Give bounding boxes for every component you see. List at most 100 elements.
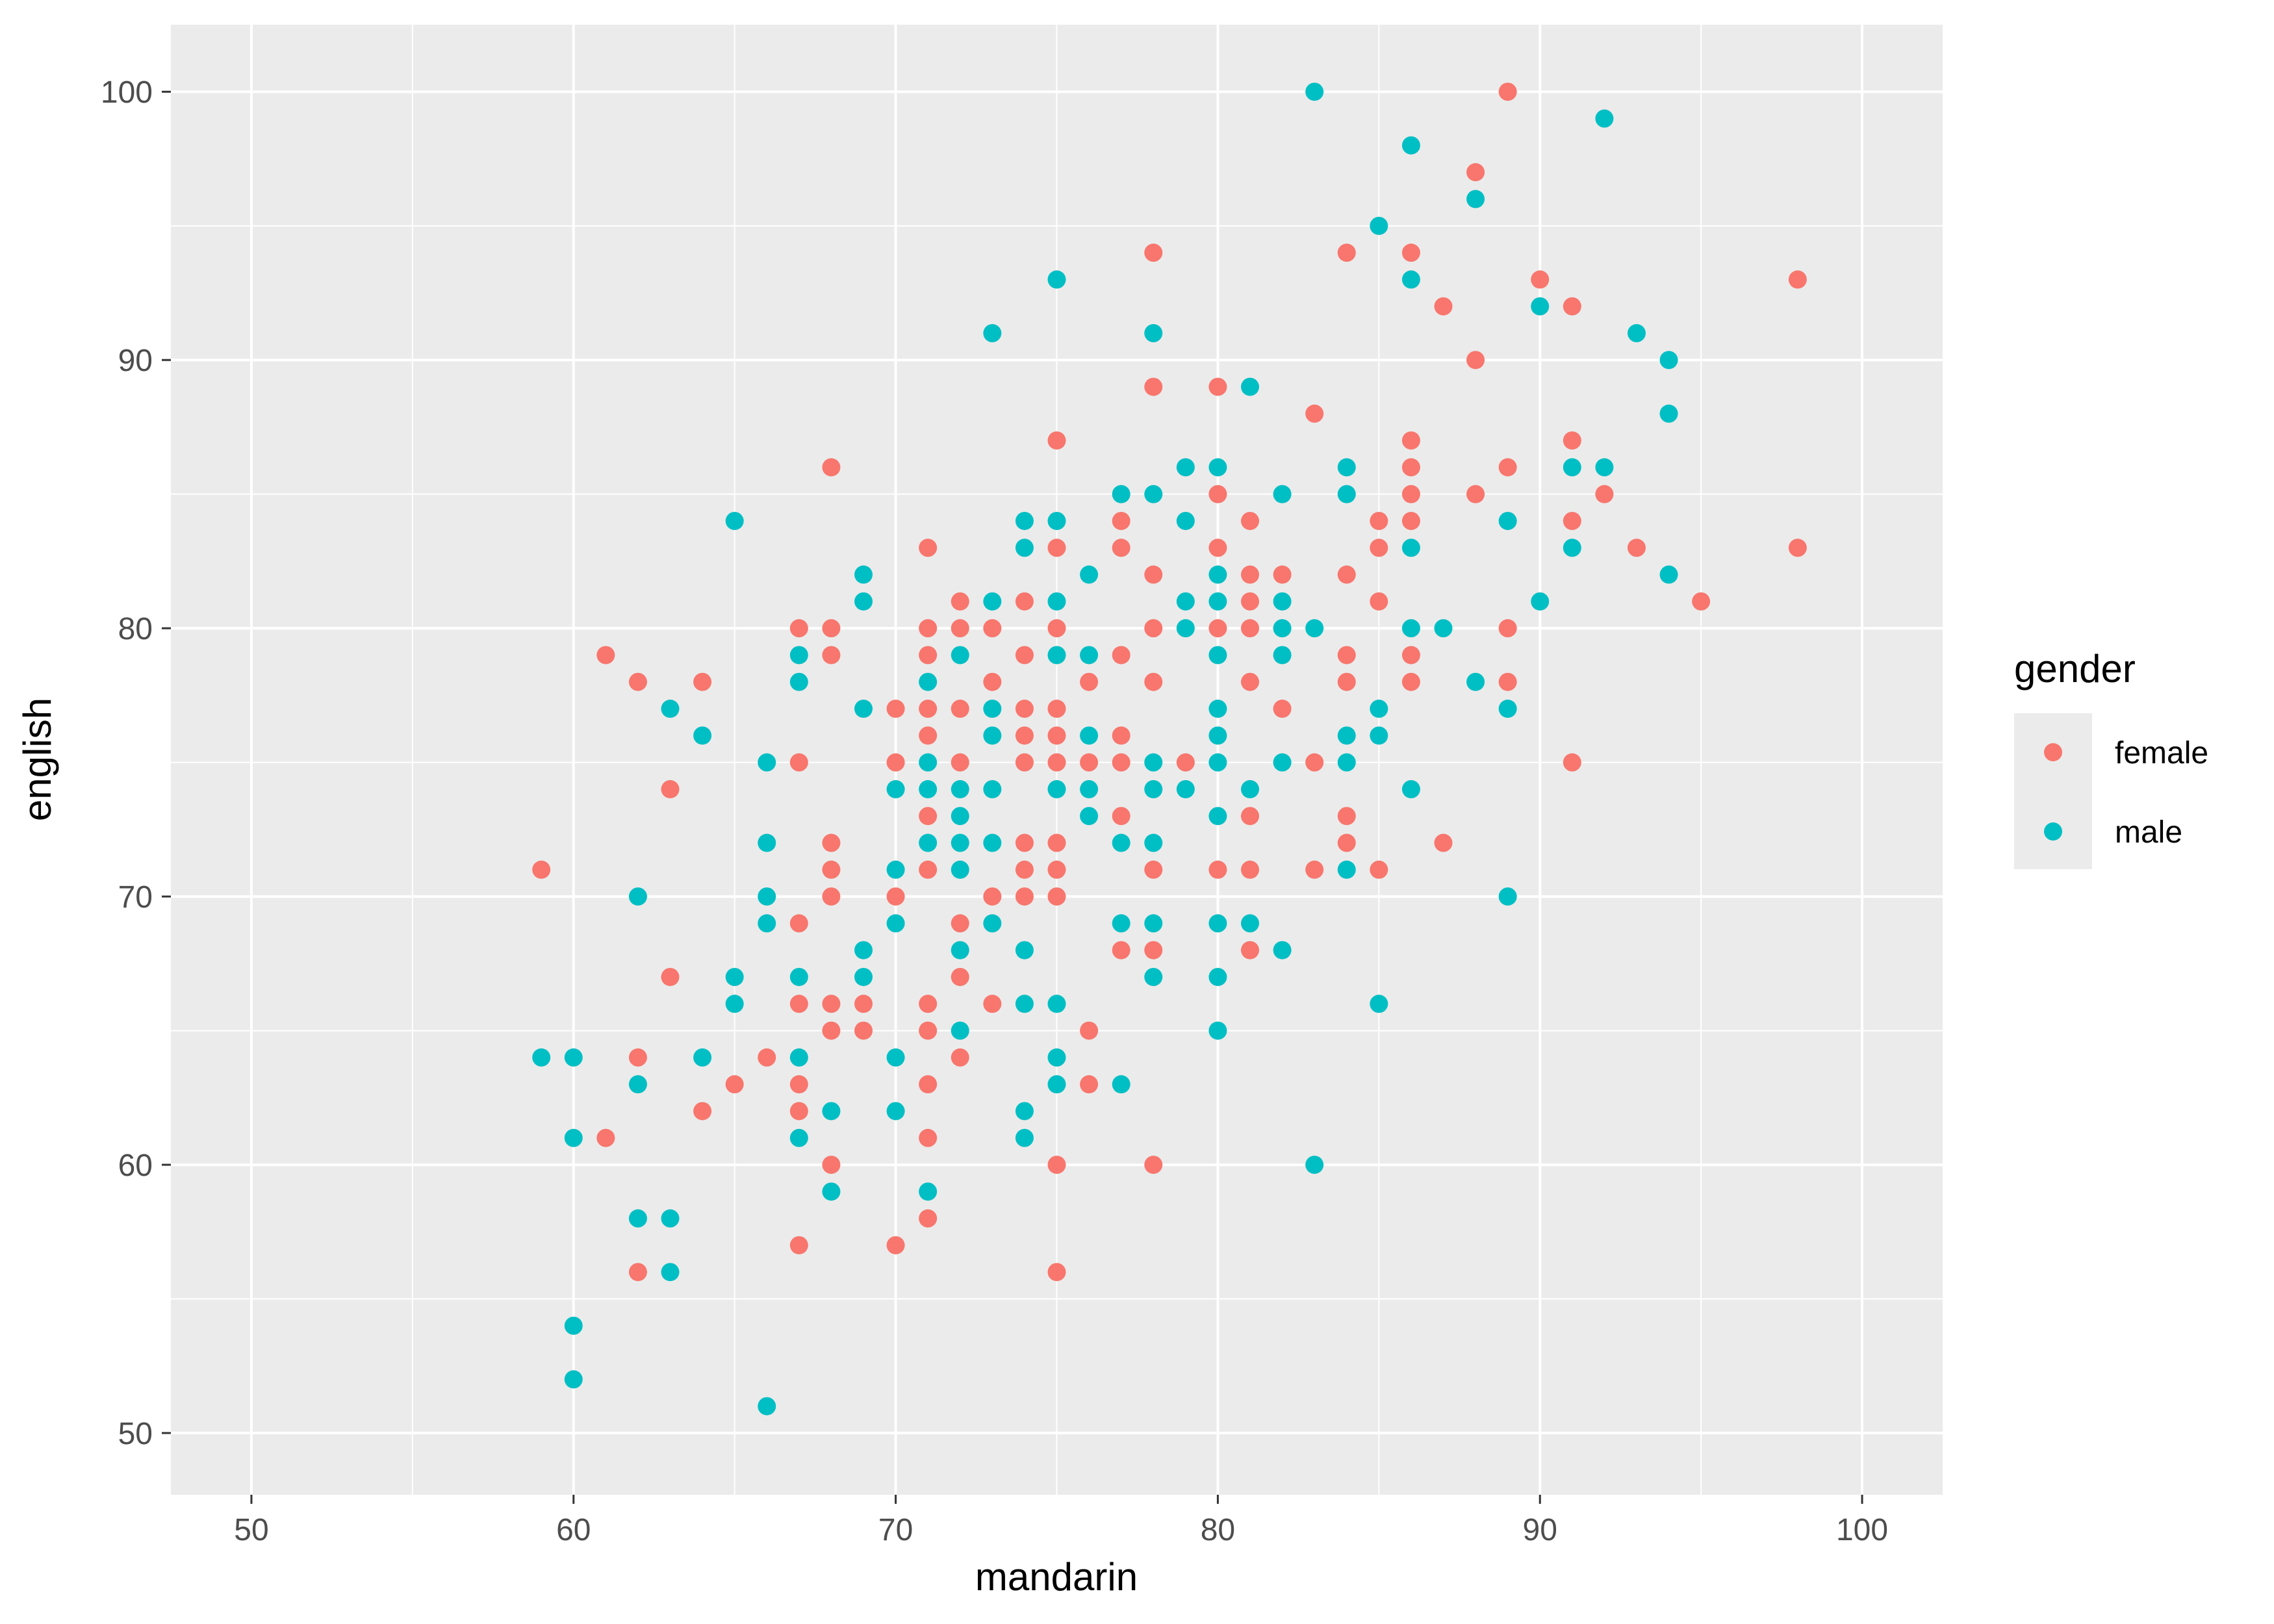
data-point-female (1563, 753, 1581, 772)
data-point-male (1144, 914, 1163, 933)
data-point-male (1047, 646, 1066, 665)
data-point-female (1434, 297, 1453, 316)
data-point-female (1337, 565, 1356, 584)
y-tick-label: 60 (118, 1148, 153, 1183)
data-point-female (1370, 539, 1388, 557)
data-points (532, 82, 1807, 1415)
data-point-female (1337, 807, 1356, 826)
data-point-female (822, 1156, 841, 1174)
data-point-female (758, 1048, 776, 1067)
data-point-male (693, 726, 712, 745)
data-point-female (1112, 753, 1131, 772)
data-point-male (789, 672, 808, 691)
data-point-female (628, 672, 647, 691)
data-point-male (564, 1048, 583, 1067)
data-point-male (1466, 672, 1485, 691)
data-point-male (854, 565, 873, 584)
data-point-female (1240, 941, 1259, 959)
data-point-male (919, 833, 938, 852)
data-point-female (854, 995, 873, 1013)
data-point-male (758, 753, 776, 772)
data-point-female (789, 1102, 808, 1121)
data-point-male (822, 1102, 841, 1121)
data-point-female (1370, 860, 1388, 879)
data-point-male (1563, 458, 1581, 477)
data-point-female (1015, 753, 1034, 772)
legend-title: gender (2014, 647, 2136, 691)
data-point-male (1240, 914, 1259, 933)
data-point-male (1144, 485, 1163, 503)
x-tick-label: 80 (1201, 1513, 1235, 1547)
data-point-female (1240, 807, 1259, 826)
data-point-male (1176, 592, 1195, 611)
data-point-male (854, 941, 873, 959)
data-point-male (1144, 967, 1163, 986)
data-point-female (1305, 860, 1324, 879)
data-point-female (1047, 726, 1066, 745)
data-point-male (758, 914, 776, 933)
data-point-male (1080, 780, 1099, 798)
data-point-female (1273, 565, 1292, 584)
data-point-male (1015, 995, 1034, 1013)
data-point-male (1273, 592, 1292, 611)
data-point-female (1370, 592, 1388, 611)
data-point-female (1305, 404, 1324, 423)
data-point-male (1047, 592, 1066, 611)
data-point-male (1047, 995, 1066, 1013)
data-point-male (1144, 753, 1163, 772)
data-point-male (1595, 109, 1614, 128)
data-point-male (661, 1209, 680, 1228)
data-point-male (983, 914, 1002, 933)
data-point-male (1208, 458, 1227, 477)
data-point-male (1015, 511, 1034, 530)
data-point-male (1337, 860, 1356, 879)
data-point-female (1208, 539, 1227, 557)
data-point-female (919, 995, 938, 1013)
data-point-male (1047, 270, 1066, 289)
data-point-female (1047, 753, 1066, 772)
data-point-female (596, 646, 615, 665)
series-male (532, 82, 1678, 1415)
data-point-female (983, 619, 1002, 638)
data-point-female (1466, 485, 1485, 503)
data-point-male (1659, 351, 1678, 370)
legend-key-male (2044, 822, 2062, 841)
data-point-female (983, 672, 1002, 691)
data-point-male (1047, 1048, 1066, 1067)
data-point-female (1047, 860, 1066, 879)
data-point-male (1337, 485, 1356, 503)
data-point-female (951, 914, 969, 933)
data-point-female (822, 995, 841, 1013)
data-point-female (919, 646, 938, 665)
data-point-female (1370, 511, 1388, 530)
data-point-male (1273, 941, 1292, 959)
legend-key-female (2044, 743, 2062, 761)
data-point-female (1015, 726, 1034, 745)
x-tick-label: 50 (234, 1513, 268, 1547)
data-point-female (789, 753, 808, 772)
data-point-male (1208, 646, 1227, 665)
data-point-male (983, 324, 1002, 342)
legend: gender female male (2014, 647, 2208, 869)
data-point-female (532, 860, 551, 879)
data-point-male (983, 592, 1002, 611)
data-point-female (1337, 244, 1356, 262)
data-point-female (1401, 244, 1420, 262)
data-point-female (1498, 619, 1517, 638)
series-female (532, 82, 1807, 1282)
data-point-male (1080, 807, 1099, 826)
data-point-male (1563, 539, 1581, 557)
data-point-male (1080, 646, 1099, 665)
data-point-female (951, 700, 969, 718)
data-point-female (951, 619, 969, 638)
data-point-female (1112, 646, 1131, 665)
data-point-male (1144, 780, 1163, 798)
data-point-female (661, 780, 680, 798)
data-point-female (822, 887, 841, 906)
data-point-female (919, 1128, 938, 1147)
data-point-male (1080, 565, 1099, 584)
data-point-male (1047, 780, 1066, 798)
data-point-female (886, 700, 905, 718)
data-point-male (854, 592, 873, 611)
data-point-male (854, 700, 873, 718)
